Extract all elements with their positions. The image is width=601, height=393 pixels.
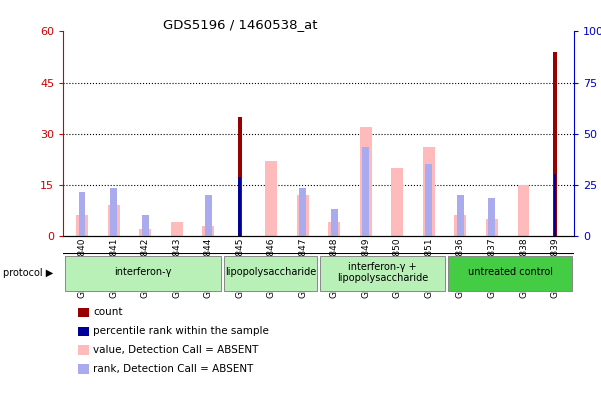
Bar [110, 188, 117, 236]
Bar [362, 147, 369, 236]
Bar [238, 176, 241, 236]
Bar [297, 195, 309, 236]
Text: rank, Detection Call = ABSENT: rank, Detection Call = ABSENT [93, 364, 254, 374]
Bar [76, 215, 88, 236]
Text: value, Detection Call = ABSENT: value, Detection Call = ABSENT [93, 345, 258, 355]
Bar [454, 215, 466, 236]
Bar [331, 209, 338, 236]
Text: lipopolysaccharide: lipopolysaccharide [225, 267, 316, 277]
Bar [486, 219, 498, 236]
Bar [65, 256, 221, 291]
Text: untreated control: untreated control [468, 267, 552, 277]
Bar [517, 185, 529, 236]
Bar [328, 222, 340, 236]
Bar [391, 168, 403, 236]
Bar [205, 195, 212, 236]
Bar [489, 198, 495, 236]
Bar [238, 117, 242, 236]
Text: GDS5196 / 1460538_at: GDS5196 / 1460538_at [163, 18, 318, 31]
Bar [423, 147, 435, 236]
Text: protocol ▶: protocol ▶ [3, 268, 53, 278]
Bar [142, 215, 148, 236]
Bar [426, 164, 432, 236]
Bar [360, 127, 372, 236]
Bar [171, 222, 183, 236]
Bar [202, 226, 214, 236]
Bar [448, 256, 572, 291]
Bar [299, 188, 307, 236]
Bar [224, 256, 317, 291]
Text: interferon-γ: interferon-γ [114, 267, 172, 277]
Text: percentile rank within the sample: percentile rank within the sample [93, 326, 269, 336]
Bar [320, 256, 445, 291]
Text: interferon-γ +
lipopolysaccharide: interferon-γ + lipopolysaccharide [337, 262, 428, 283]
Bar [554, 174, 557, 236]
Text: count: count [93, 307, 123, 318]
Bar [108, 205, 120, 236]
Bar [139, 229, 151, 236]
Bar [457, 195, 464, 236]
Bar [265, 161, 277, 236]
Bar [553, 52, 557, 236]
Bar [79, 191, 85, 236]
